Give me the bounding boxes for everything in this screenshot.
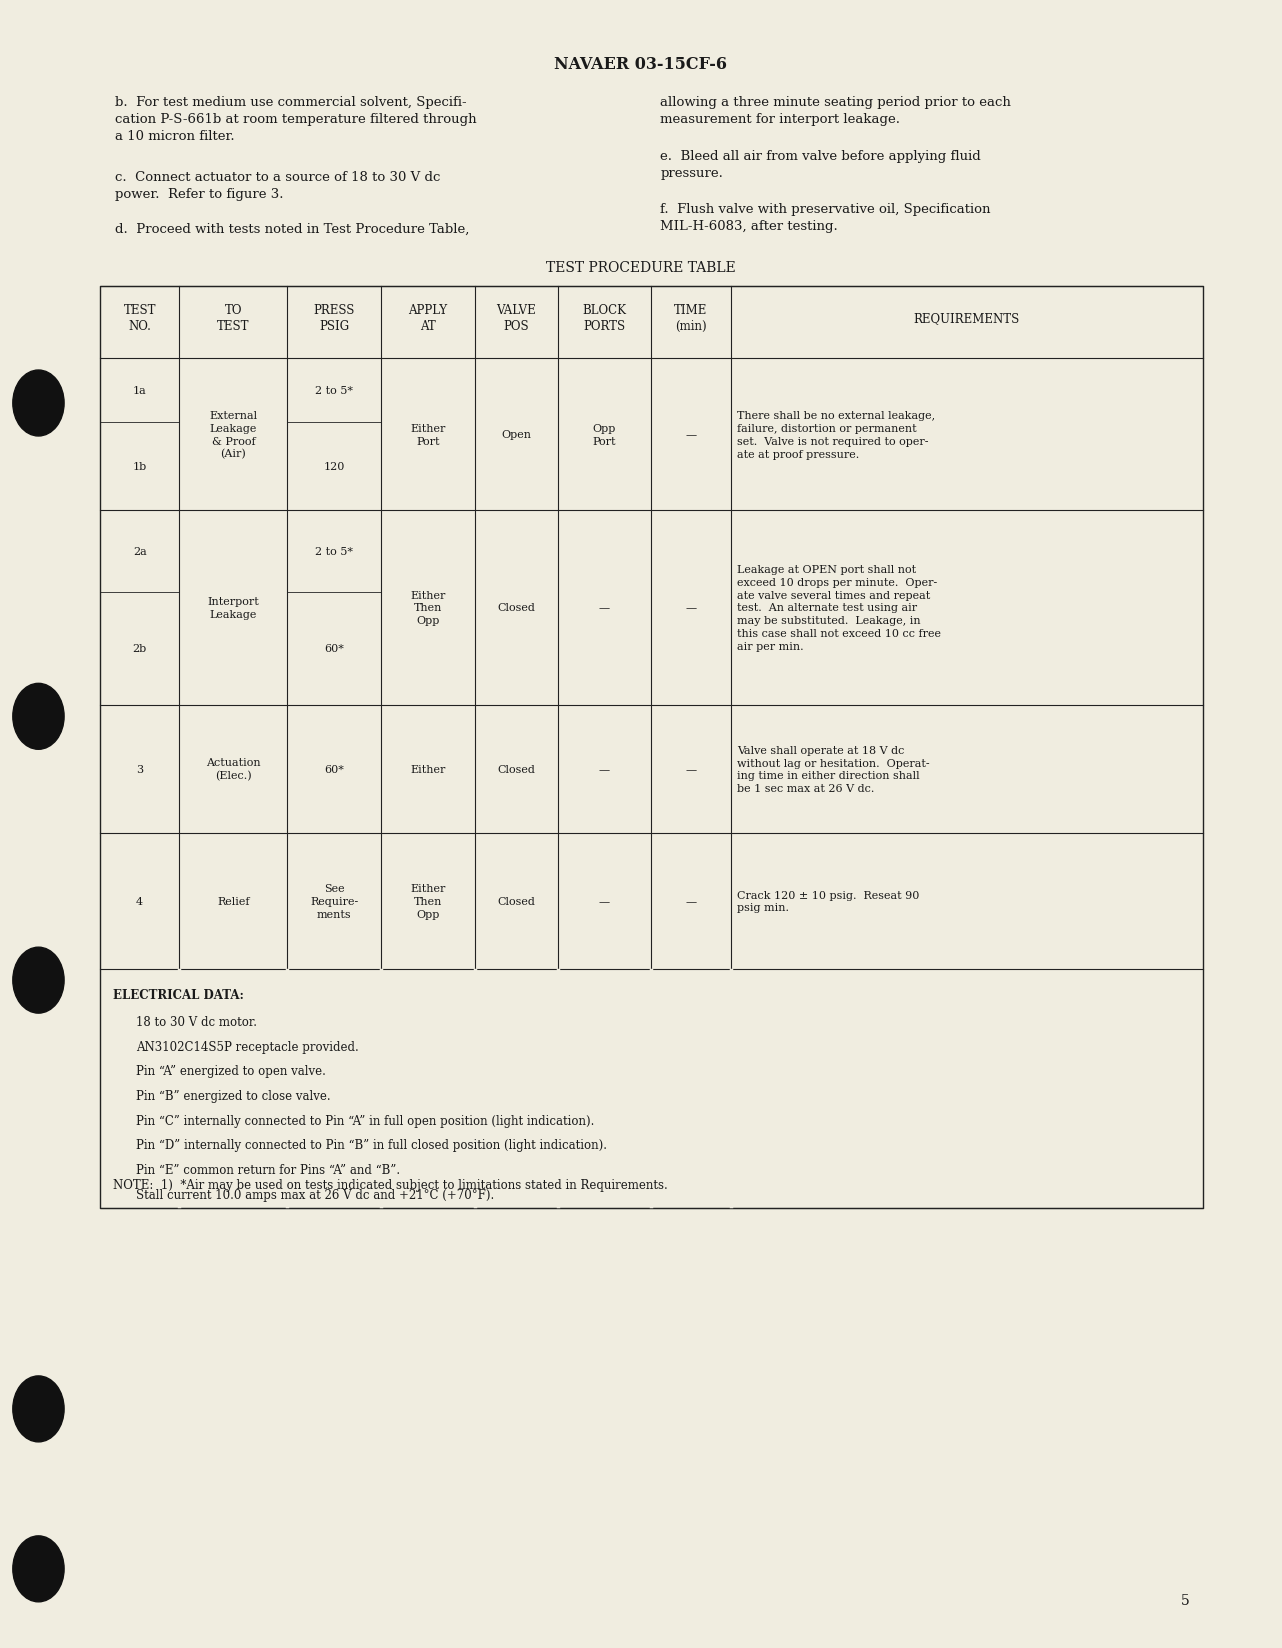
Text: Pin “B” energized to close valve.: Pin “B” energized to close valve. bbox=[136, 1089, 331, 1103]
Text: TEST PROCEDURE TABLE: TEST PROCEDURE TABLE bbox=[546, 260, 736, 274]
Circle shape bbox=[13, 684, 64, 750]
Text: VALVE
POS: VALVE POS bbox=[496, 303, 536, 333]
Text: Either
Port: Either Port bbox=[410, 424, 446, 447]
Text: 2b: 2b bbox=[132, 644, 147, 654]
Text: 1a: 1a bbox=[133, 386, 146, 396]
Text: APPLY
AT: APPLY AT bbox=[409, 303, 447, 333]
Text: Closed: Closed bbox=[497, 897, 535, 906]
Text: External
Leakage
& Proof
(Air): External Leakage & Proof (Air) bbox=[209, 410, 258, 460]
Text: Pin “E” common return for Pins “A” and “B”.: Pin “E” common return for Pins “A” and “… bbox=[136, 1163, 400, 1177]
Text: 4: 4 bbox=[136, 897, 144, 906]
Text: f.  Flush valve with preservative oil, Specification
MIL-H-6083, after testing.: f. Flush valve with preservative oil, Sp… bbox=[660, 203, 991, 232]
Text: NOTE:  1)  *Air may be used on tests indicated subject to limitations stated in : NOTE: 1) *Air may be used on tests indic… bbox=[113, 1178, 668, 1192]
Text: Interport
Leakage: Interport Leakage bbox=[208, 597, 259, 620]
Text: 2 to 5*: 2 to 5* bbox=[315, 547, 354, 557]
Text: allowing a three minute seating period prior to each
measurement for interport l: allowing a three minute seating period p… bbox=[660, 96, 1011, 125]
Text: Crack 120 ± 10 psig.  Reseat 90
psig min.: Crack 120 ± 10 psig. Reseat 90 psig min. bbox=[737, 890, 919, 913]
Text: Actuation
(Elec.): Actuation (Elec.) bbox=[206, 758, 260, 781]
Text: —: — bbox=[686, 603, 696, 613]
Text: —: — bbox=[686, 765, 696, 775]
Text: 3: 3 bbox=[136, 765, 144, 775]
Circle shape bbox=[13, 1376, 64, 1442]
Text: —: — bbox=[599, 603, 610, 613]
Text: Opp
Port: Opp Port bbox=[592, 424, 617, 447]
Text: Pin “C” internally connected to Pin “A” in full open position (light indication): Pin “C” internally connected to Pin “A” … bbox=[136, 1114, 595, 1127]
Text: 60*: 60* bbox=[324, 644, 345, 654]
Text: —: — bbox=[599, 765, 610, 775]
Text: TIME
(min): TIME (min) bbox=[674, 303, 708, 333]
Text: d.  Proceed with tests noted in Test Procedure Table,: d. Proceed with tests noted in Test Proc… bbox=[115, 222, 469, 236]
Text: AN3102C14S5P receptacle provided.: AN3102C14S5P receptacle provided. bbox=[136, 1040, 359, 1053]
Text: 120: 120 bbox=[323, 461, 345, 471]
Text: See
Require-
ments: See Require- ments bbox=[310, 883, 359, 920]
Text: REQUIREMENTS: REQUIREMENTS bbox=[914, 311, 1019, 325]
Bar bbox=[100, 287, 1203, 1208]
Text: ELECTRICAL DATA:: ELECTRICAL DATA: bbox=[113, 989, 244, 1002]
Text: Either
Then
Opp: Either Then Opp bbox=[410, 590, 446, 626]
Text: 2a: 2a bbox=[133, 547, 146, 557]
Text: There shall be no external leakage,
failure, distortion or permanent
set.  Valve: There shall be no external leakage, fail… bbox=[737, 410, 935, 460]
Text: e.  Bleed all air from valve before applying fluid
pressure.: e. Bleed all air from valve before apply… bbox=[660, 150, 981, 180]
Text: Either: Either bbox=[410, 765, 446, 775]
Text: c.  Connect actuator to a source of 18 to 30 V dc
power.  Refer to figure 3.: c. Connect actuator to a source of 18 to… bbox=[115, 171, 441, 201]
Text: Pin “A” energized to open valve.: Pin “A” energized to open valve. bbox=[136, 1065, 326, 1078]
Text: 1b: 1b bbox=[132, 461, 147, 471]
Text: —: — bbox=[599, 897, 610, 906]
Text: —: — bbox=[686, 430, 696, 440]
Text: PRESS
PSIG: PRESS PSIG bbox=[314, 303, 355, 333]
Circle shape bbox=[13, 948, 64, 1014]
Text: —: — bbox=[686, 897, 696, 906]
Text: BLOCK
PORTS: BLOCK PORTS bbox=[582, 303, 627, 333]
Text: 2 to 5*: 2 to 5* bbox=[315, 386, 354, 396]
Text: 5: 5 bbox=[1181, 1594, 1190, 1607]
Text: TEST
NO.: TEST NO. bbox=[123, 303, 156, 333]
Text: 18 to 30 V dc motor.: 18 to 30 V dc motor. bbox=[136, 1015, 256, 1028]
Text: Closed: Closed bbox=[497, 603, 535, 613]
Circle shape bbox=[13, 371, 64, 437]
Text: Pin “D” internally connected to Pin “B” in full closed position (light indicatio: Pin “D” internally connected to Pin “B” … bbox=[136, 1139, 606, 1152]
Text: b.  For test medium use commercial solvent, Specifi-
cation P-S-661b at room tem: b. For test medium use commercial solven… bbox=[115, 96, 477, 143]
Text: NAVAER 03-15CF-6: NAVAER 03-15CF-6 bbox=[555, 56, 727, 73]
Text: Either
Then
Opp: Either Then Opp bbox=[410, 883, 446, 920]
Circle shape bbox=[13, 1536, 64, 1602]
Text: Closed: Closed bbox=[497, 765, 535, 775]
Text: Leakage at OPEN port shall not
exceed 10 drops per minute.  Oper-
ate valve seve: Leakage at OPEN port shall not exceed 10… bbox=[737, 565, 941, 651]
Text: Open: Open bbox=[501, 430, 531, 440]
Text: Valve shall operate at 18 V dc
without lag or hesitation.  Operat-
ing time in e: Valve shall operate at 18 V dc without l… bbox=[737, 745, 929, 794]
Text: Stall current 10.0 amps max at 26 V dc and +21°C (+70°F).: Stall current 10.0 amps max at 26 V dc a… bbox=[136, 1188, 494, 1201]
Text: 60*: 60* bbox=[324, 765, 345, 775]
Text: Relief: Relief bbox=[217, 897, 250, 906]
Text: TO
TEST: TO TEST bbox=[217, 303, 250, 333]
